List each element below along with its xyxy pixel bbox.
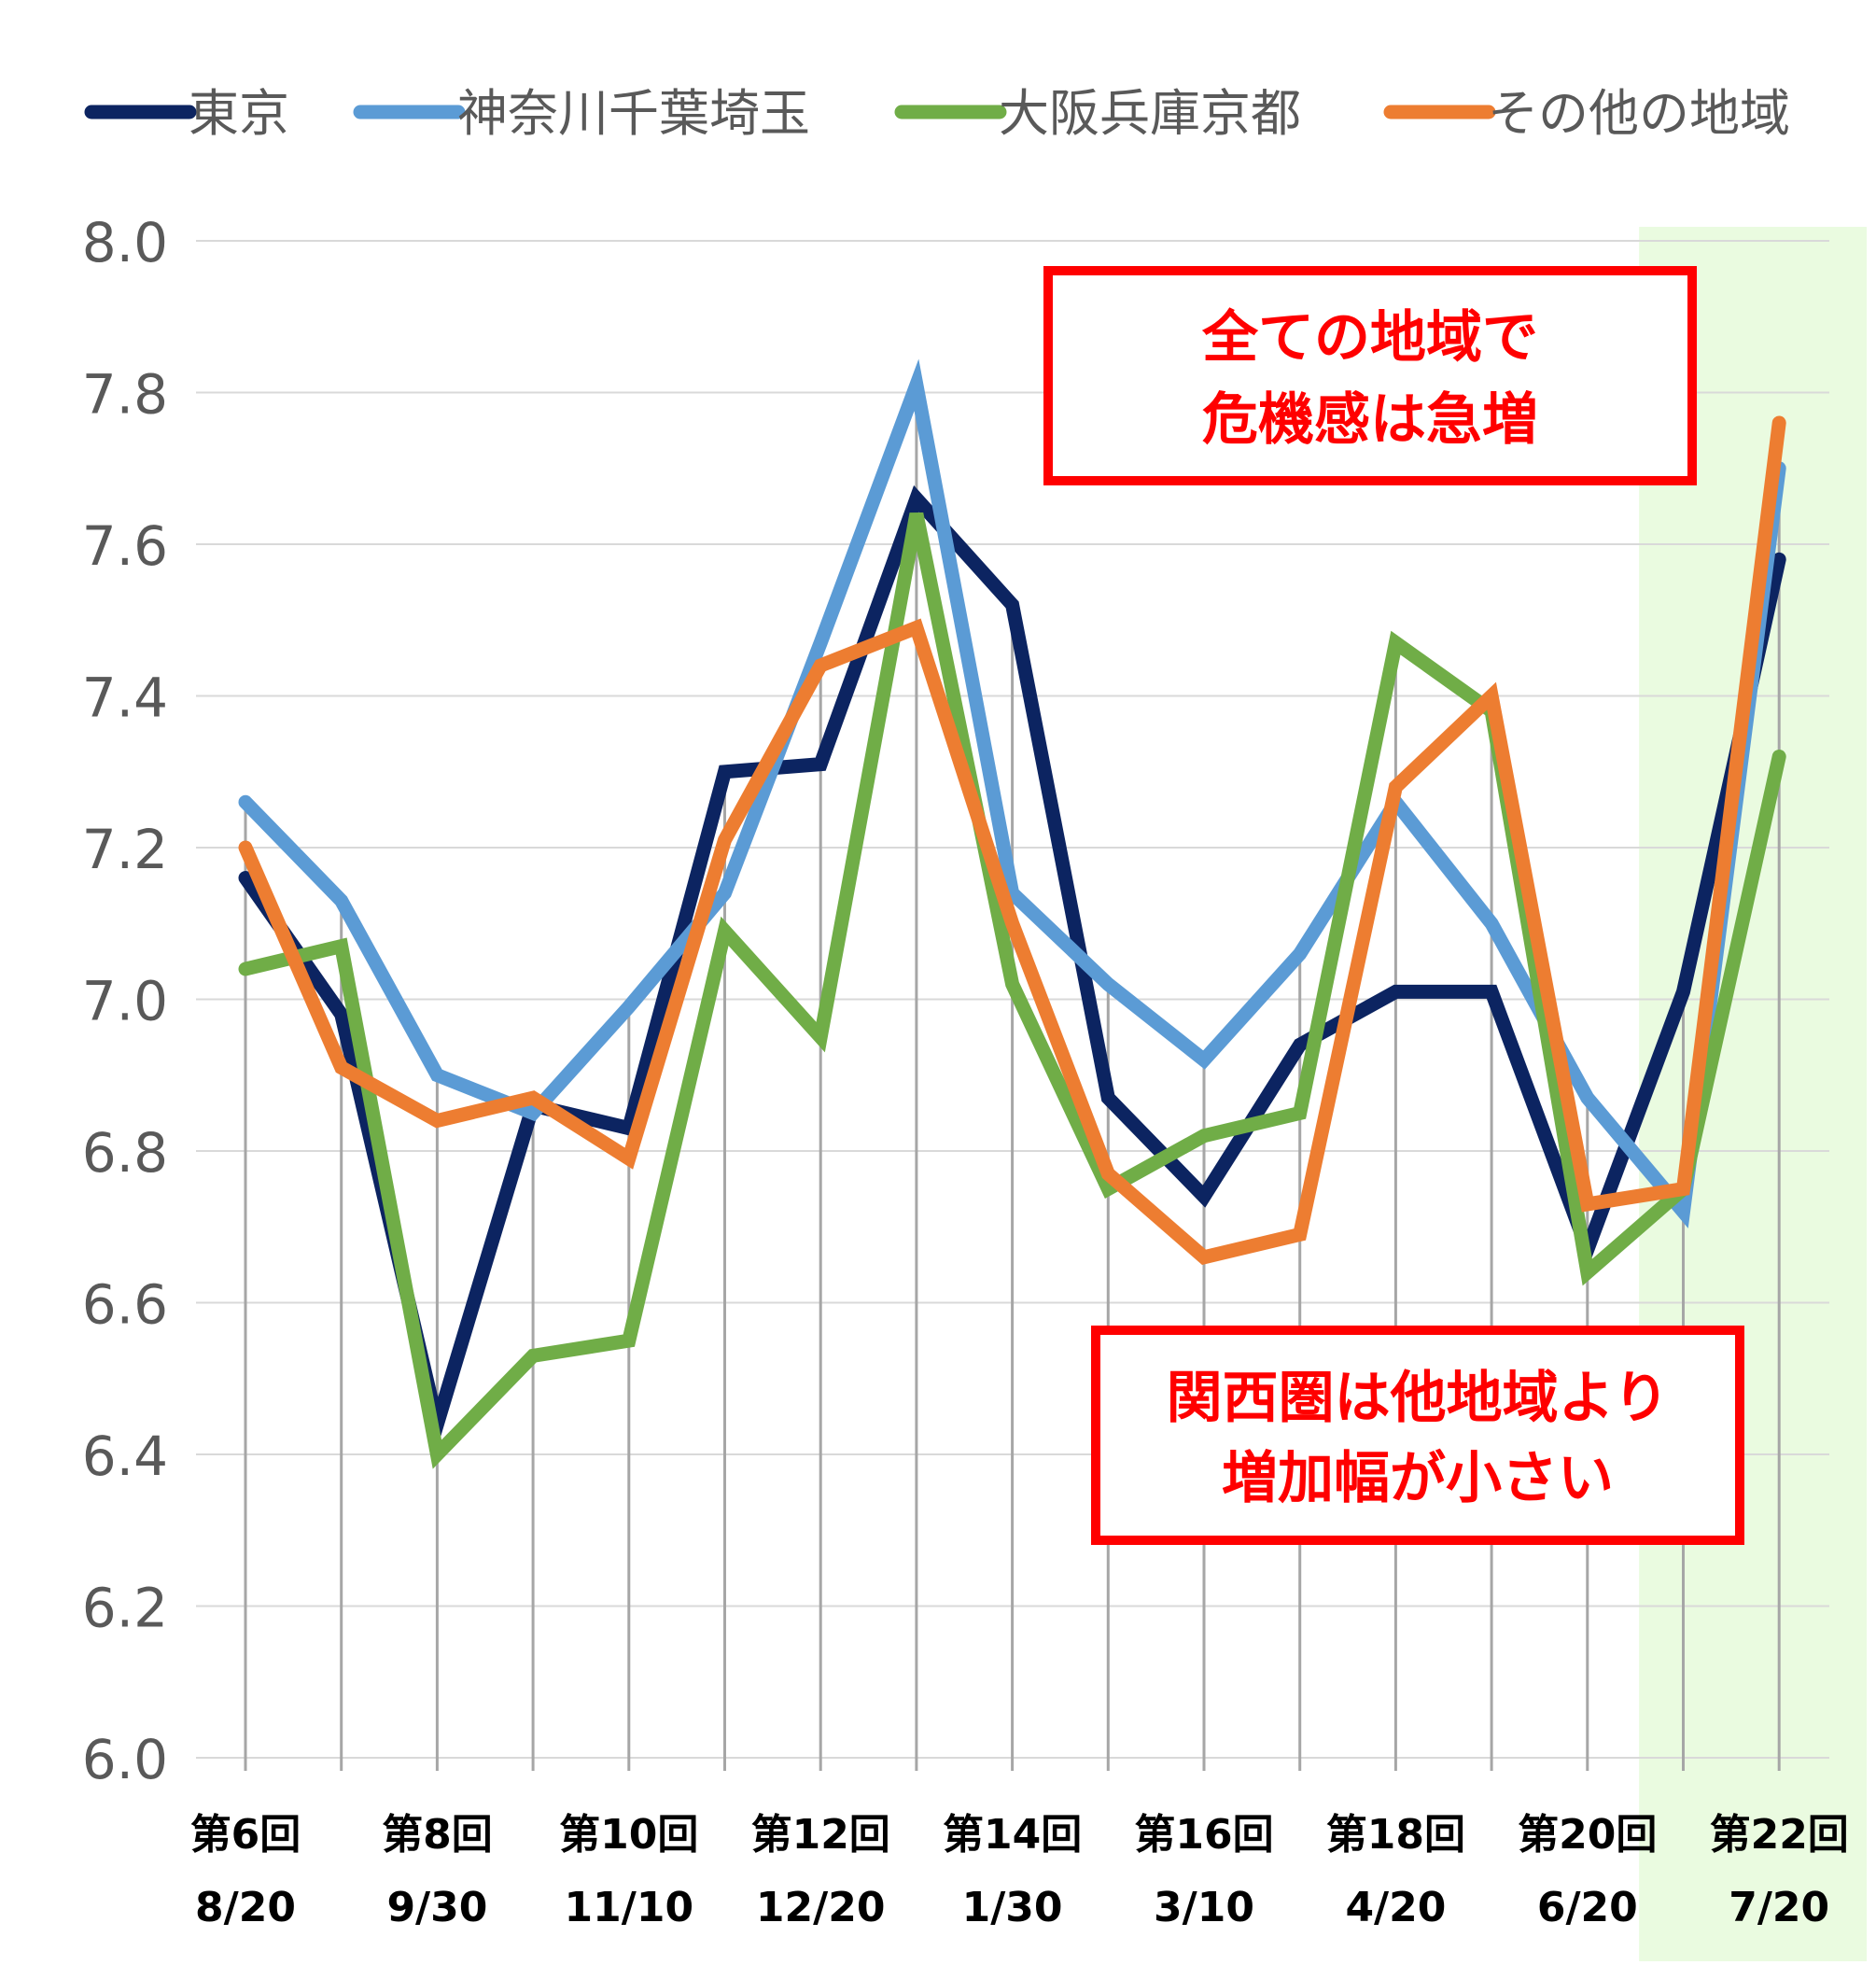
y-tick-label: 7.0 — [82, 970, 168, 1033]
x-tick-label-date: 4/20 — [1345, 1884, 1446, 1931]
x-tick-label-date: 9/30 — [386, 1884, 487, 1931]
annotation-text: 全ての地域で — [1201, 305, 1538, 371]
x-tick-label-date: 6/20 — [1537, 1884, 1638, 1931]
y-tick-label: 6.2 — [82, 1577, 168, 1640]
x-tick-label-round: 第14回 — [943, 1811, 1082, 1859]
x-tick-label-date: 3/10 — [1154, 1884, 1254, 1931]
x-tick-label-round: 第8回 — [382, 1811, 493, 1859]
y-tick-label: 7.4 — [82, 667, 168, 730]
annotation-box — [1091, 1326, 1744, 1545]
legend-label: その他の地域 — [1488, 84, 1790, 143]
x-tick-label-round: 第18回 — [1326, 1811, 1465, 1859]
highlight-region — [1639, 227, 1867, 1961]
x-tick-label-round: 第10回 — [559, 1811, 698, 1859]
y-tick-label: 6.0 — [82, 1728, 168, 1791]
legend-label: 東京 — [189, 84, 289, 143]
x-tick-label-date: 8/20 — [195, 1884, 296, 1931]
annotation-text: 増加幅が小さい — [1222, 1446, 1614, 1511]
legend-label: 神奈川千葉埼玉 — [457, 84, 810, 143]
x-tick-label-date: 12/20 — [756, 1884, 886, 1931]
x-tick-label-round: 第6回 — [190, 1811, 301, 1859]
x-tick-label-date: 7/20 — [1729, 1884, 1829, 1931]
x-tick-label-round: 第16回 — [1134, 1811, 1273, 1859]
y-tick-label: 7.8 — [82, 363, 168, 427]
legend-label: 大阪兵庫京都 — [999, 84, 1301, 143]
y-tick-label: 6.6 — [82, 1273, 168, 1337]
y-tick-label: 7.2 — [82, 818, 168, 881]
x-tick-label-round: 第20回 — [1518, 1811, 1657, 1859]
y-tick-label: 7.6 — [82, 514, 168, 578]
series-line-4 — [238, 415, 1786, 1265]
y-tick-label: 6.4 — [82, 1425, 168, 1488]
y-tick-label: 8.0 — [82, 211, 168, 274]
x-tick-label-date: 1/30 — [962, 1884, 1063, 1931]
annotation-text: 危機感は急増 — [1202, 387, 1538, 453]
x-tick-label-round: 第22回 — [1710, 1811, 1849, 1859]
series-line-1 — [238, 484, 1786, 1452]
x-tick-label-date: 11/10 — [565, 1884, 694, 1931]
y-tick-label: 6.8 — [82, 1121, 168, 1185]
x-tick-label-round: 第12回 — [751, 1811, 890, 1859]
annotation-box — [1043, 266, 1697, 485]
annotation-text: 関西圏は他地域より — [1167, 1366, 1670, 1431]
